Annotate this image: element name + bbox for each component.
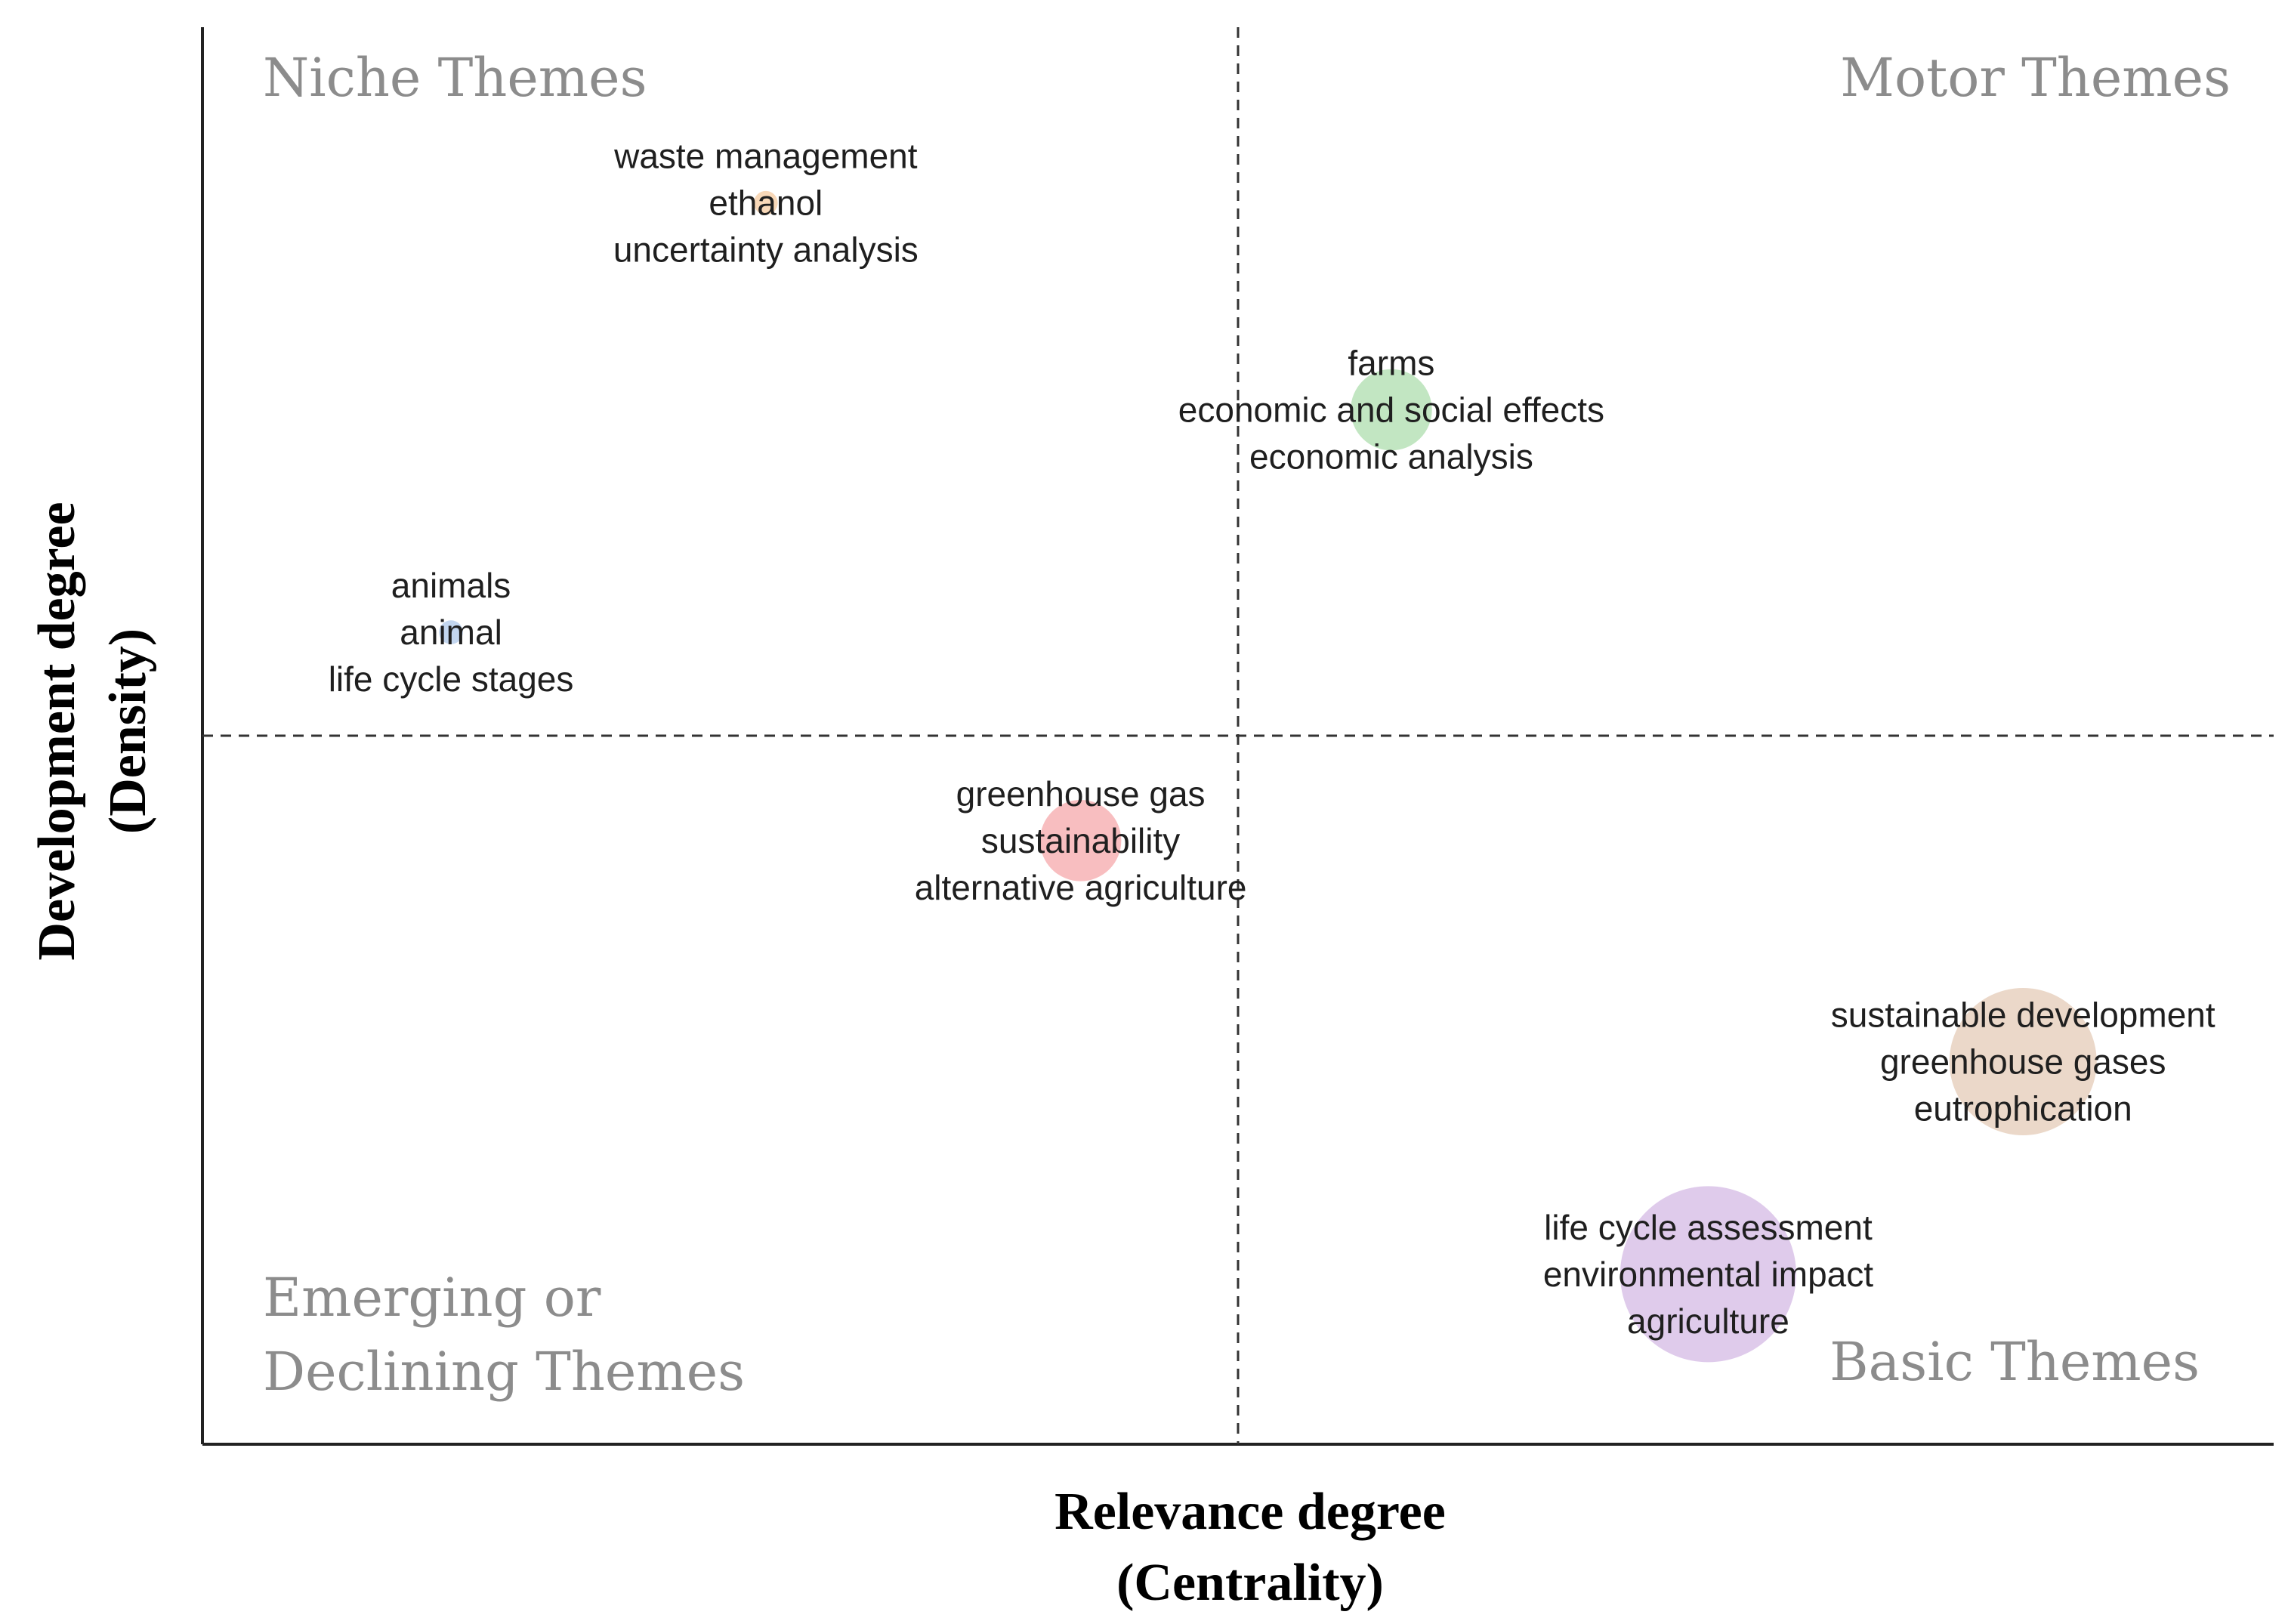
cluster-label: farms xyxy=(1348,344,1434,383)
cluster-label: environmental impact xyxy=(1543,1255,1873,1294)
cluster-bubbles xyxy=(439,190,2097,1363)
cluster-bubble xyxy=(1949,987,2097,1135)
cluster-label: animals xyxy=(391,566,511,605)
cluster-label: ethanol xyxy=(709,184,823,223)
quadrant-label-emerging-line-1: Emerging or xyxy=(263,1267,601,1329)
cluster-bubble xyxy=(754,190,778,215)
cluster-label: agriculture xyxy=(1627,1301,1789,1341)
cluster-label: life cycle assessment xyxy=(1544,1208,1873,1247)
cluster-label: sustainable development xyxy=(1831,995,2215,1034)
cluster-label: animal xyxy=(400,613,502,652)
cluster-label: uncertainty analysis xyxy=(613,230,919,270)
cluster-bubble xyxy=(1039,800,1122,881)
cluster-label: greenhouse gas xyxy=(956,774,1206,814)
cluster-labels: waste management ethanol uncertainty analy… xyxy=(329,137,2215,1341)
cluster-bubble xyxy=(1351,369,1432,451)
quadrant-label-motor: Motor Themes xyxy=(1840,47,2231,109)
cluster-bubble xyxy=(1620,1186,1796,1363)
cluster-label: waste management xyxy=(613,137,918,176)
cluster-bubble xyxy=(439,620,463,644)
x-axis-title-line-2: (Centrality) xyxy=(1116,1554,1384,1612)
quadrant-labels: Niche Themes Motor Themes Emerging or De… xyxy=(263,47,2231,1403)
cluster-label: sustainability xyxy=(981,821,1180,860)
cluster-label: economic and social effects xyxy=(1178,391,1604,430)
cluster-label: life cycle stages xyxy=(329,659,574,699)
cluster-label: eutrophication xyxy=(1914,1088,2132,1128)
cluster-label: economic analysis xyxy=(1249,437,1533,477)
cluster-label: alternative agriculture xyxy=(915,868,1247,907)
y-axis-title-line-1: Development degree xyxy=(28,502,86,960)
quadrant-label-niche: Niche Themes xyxy=(263,47,647,109)
axis-titles: Relevance degree (Centrality) Developmen… xyxy=(28,502,1446,1612)
quadrant-label-emerging-line-2: Declining Themes xyxy=(263,1341,745,1403)
axes xyxy=(201,27,2274,1446)
x-axis-title-line-1: Relevance degree xyxy=(1054,1483,1446,1541)
cluster-label: greenhouse gases xyxy=(1880,1042,2166,1081)
y-axis-title-line-2: (Density) xyxy=(99,628,157,834)
quadrant-label-basic: Basic Themes xyxy=(1829,1331,2200,1393)
